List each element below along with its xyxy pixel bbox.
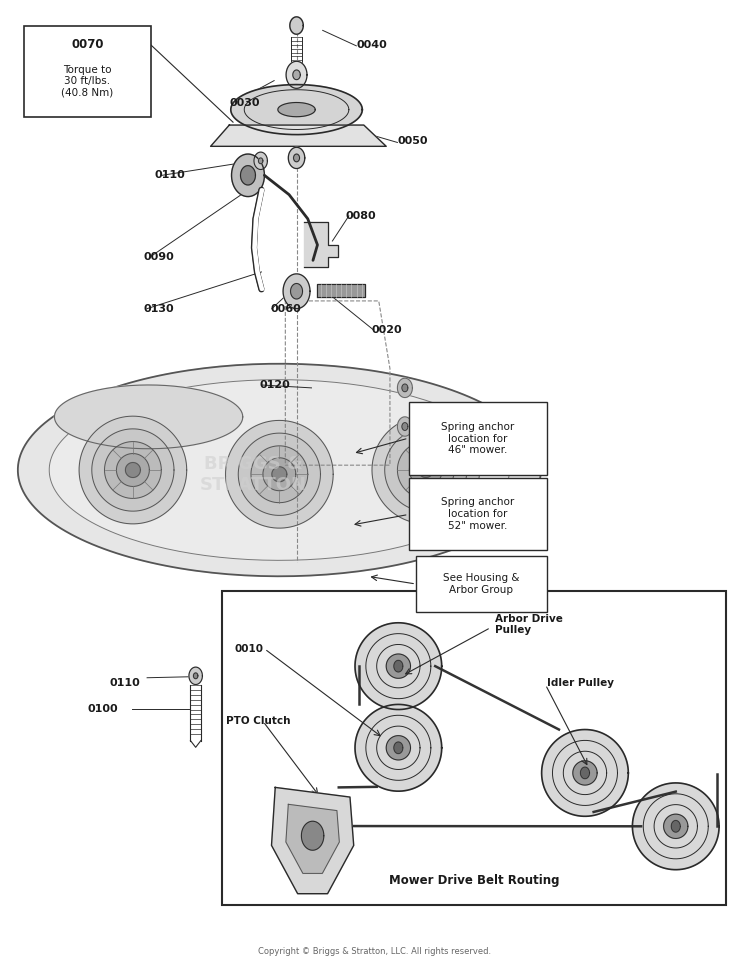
Polygon shape: [189, 667, 202, 684]
Polygon shape: [232, 154, 265, 197]
Text: Copyright © Briggs & Stratton, LLC. All rights reserved.: Copyright © Briggs & Stratton, LLC. All …: [259, 947, 491, 956]
Polygon shape: [317, 285, 365, 297]
Bar: [222, 591, 726, 905]
Text: 0090: 0090: [143, 253, 174, 263]
Polygon shape: [386, 654, 410, 678]
Text: Mower Drive Belt Routing: Mower Drive Belt Routing: [388, 874, 560, 888]
Polygon shape: [386, 735, 410, 760]
Polygon shape: [632, 783, 719, 869]
Polygon shape: [226, 421, 333, 528]
Text: 0040: 0040: [356, 40, 387, 49]
Polygon shape: [238, 433, 320, 516]
Polygon shape: [79, 416, 187, 524]
Text: BRIGGS &
STRATTON: BRIGGS & STRATTON: [200, 454, 307, 493]
Text: 0030: 0030: [230, 98, 260, 108]
Polygon shape: [355, 623, 442, 709]
Polygon shape: [259, 158, 263, 164]
Polygon shape: [125, 462, 140, 478]
Polygon shape: [671, 821, 680, 832]
Polygon shape: [92, 429, 174, 511]
Polygon shape: [664, 814, 688, 838]
Bar: [24, 25, 151, 117]
Text: 0050: 0050: [398, 137, 428, 146]
Text: 0130: 0130: [143, 303, 174, 314]
Polygon shape: [355, 704, 442, 791]
Polygon shape: [394, 742, 403, 754]
Polygon shape: [272, 788, 354, 893]
Polygon shape: [398, 442, 454, 498]
Text: Arbor Drive
Pulley: Arbor Drive Pulley: [494, 613, 562, 636]
Polygon shape: [288, 147, 304, 169]
Polygon shape: [542, 730, 628, 816]
Polygon shape: [231, 84, 362, 135]
Polygon shape: [304, 222, 338, 267]
Polygon shape: [251, 446, 308, 503]
Text: PTO Clutch: PTO Clutch: [226, 716, 290, 726]
Text: Torque to
30 ft/lbs.
(40.8 Nm): Torque to 30 ft/lbs. (40.8 Nm): [62, 65, 113, 98]
Polygon shape: [290, 284, 302, 299]
Polygon shape: [580, 767, 590, 779]
Bar: [409, 402, 547, 475]
Polygon shape: [254, 152, 268, 170]
Polygon shape: [286, 804, 339, 873]
Polygon shape: [278, 103, 315, 116]
Polygon shape: [286, 61, 307, 88]
Polygon shape: [292, 70, 300, 79]
Text: Spring anchor
location for
46" mower.: Spring anchor location for 46" mower.: [441, 422, 515, 455]
Text: 0110: 0110: [154, 171, 185, 180]
Polygon shape: [402, 384, 408, 391]
Polygon shape: [211, 125, 386, 146]
Bar: [416, 556, 547, 612]
Polygon shape: [293, 154, 299, 162]
Text: 0020: 0020: [371, 325, 402, 335]
Polygon shape: [272, 467, 286, 482]
Polygon shape: [385, 429, 467, 511]
Text: 0100: 0100: [87, 703, 118, 713]
Polygon shape: [302, 822, 324, 850]
Polygon shape: [398, 417, 412, 436]
Text: 0120: 0120: [260, 380, 290, 390]
Text: Idler Pulley: Idler Pulley: [547, 677, 614, 688]
Polygon shape: [194, 672, 198, 678]
Polygon shape: [283, 274, 310, 309]
Polygon shape: [18, 363, 541, 577]
Polygon shape: [290, 16, 303, 34]
Polygon shape: [372, 416, 479, 524]
Polygon shape: [50, 380, 509, 560]
Polygon shape: [116, 453, 149, 486]
Polygon shape: [419, 462, 434, 478]
Text: 0010: 0010: [235, 643, 263, 654]
Text: 0070: 0070: [71, 38, 104, 51]
Polygon shape: [55, 385, 243, 449]
Text: 0080: 0080: [345, 211, 376, 221]
Text: See Housing &
Arbor Group: See Housing & Arbor Group: [443, 574, 520, 595]
Polygon shape: [398, 378, 412, 397]
Polygon shape: [573, 761, 597, 785]
Polygon shape: [104, 442, 161, 498]
Polygon shape: [394, 660, 403, 672]
Polygon shape: [263, 457, 296, 490]
Text: 0060: 0060: [271, 303, 302, 314]
Bar: [409, 478, 547, 550]
Polygon shape: [402, 422, 408, 430]
Polygon shape: [410, 453, 442, 486]
Polygon shape: [241, 166, 256, 185]
Text: Spring anchor
location for
52" mower.: Spring anchor location for 52" mower.: [441, 497, 515, 531]
Text: 0110: 0110: [110, 677, 140, 688]
